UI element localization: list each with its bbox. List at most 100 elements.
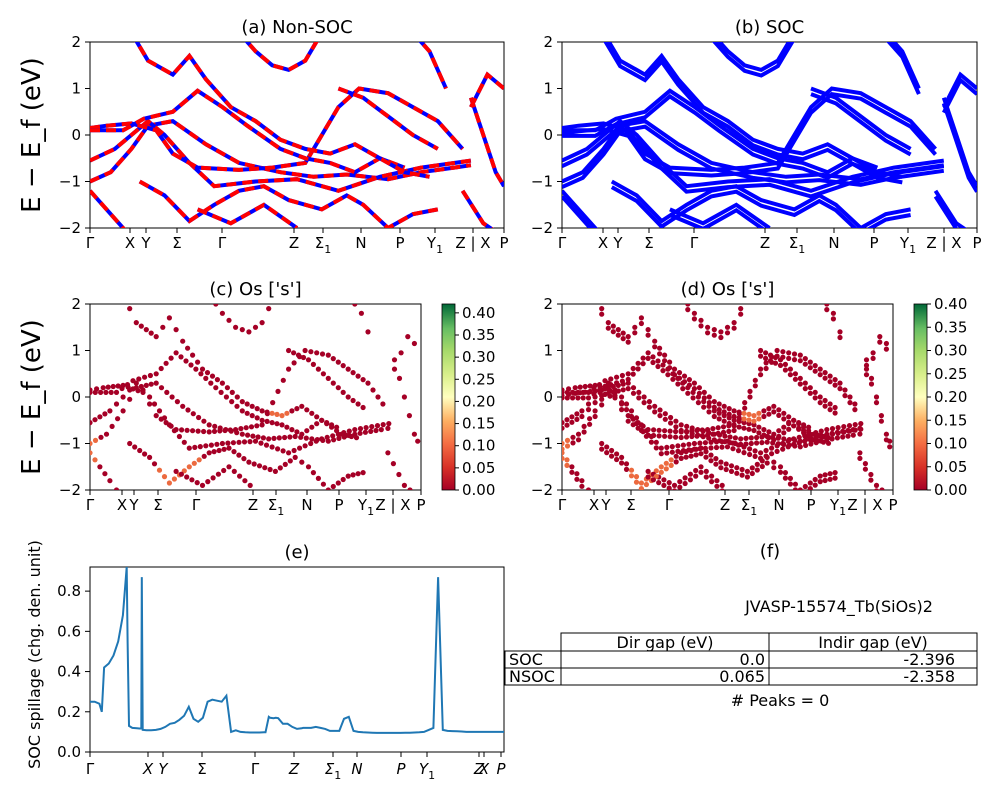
scatter-point — [749, 465, 755, 471]
scatter-point — [811, 431, 817, 437]
scatter-point — [676, 375, 683, 381]
scatter-point — [398, 350, 404, 356]
scatter-point — [231, 468, 237, 474]
axes-frame — [89, 41, 505, 229]
scatter-point — [628, 408, 635, 414]
scatter-point — [292, 433, 298, 440]
scatter-point — [761, 413, 767, 420]
scatter-point — [827, 407, 833, 413]
scatter-point — [599, 402, 605, 408]
scatter-point — [685, 390, 691, 396]
scatter-point — [564, 417, 570, 423]
scatter-point — [630, 390, 637, 396]
scatter-point — [277, 465, 283, 471]
scatter-point — [238, 426, 244, 432]
scatter-point — [781, 410, 787, 416]
scatter-point — [619, 372, 626, 379]
scatter-point — [587, 416, 593, 422]
scatter-point — [822, 397, 828, 404]
scatter-point — [822, 472, 828, 478]
scatter-point — [286, 450, 292, 456]
scatter-point — [325, 487, 331, 490]
scatter-point — [787, 475, 794, 481]
scatter-point — [782, 475, 789, 481]
scatter-point — [135, 388, 141, 394]
scatter-point — [776, 412, 782, 418]
scatter-point — [219, 440, 225, 447]
scatter-point — [343, 432, 350, 438]
scatter-point — [411, 340, 417, 347]
cell-dir-gap: 0.0 — [740, 650, 765, 669]
scatter-point — [868, 477, 874, 483]
scatter-point — [324, 421, 330, 427]
scatter-point — [766, 434, 772, 441]
scatter-point — [90, 450, 93, 456]
scatter-point — [151, 401, 158, 407]
scatter-point — [625, 380, 631, 386]
band-line-soc — [891, 42, 921, 90]
scatter-point — [173, 468, 179, 474]
scatter-point — [630, 422, 636, 428]
band-line-soc-split — [942, 76, 977, 114]
scatter-point — [661, 482, 667, 488]
scatter-point — [633, 479, 640, 485]
scatter-point — [840, 434, 846, 440]
scatter-point — [673, 434, 679, 440]
scatter-point — [827, 471, 833, 477]
scatter-point — [701, 395, 707, 401]
scatter-point — [774, 448, 780, 454]
scatter-point — [682, 475, 688, 481]
x-tick-label: Σ — [197, 760, 206, 778]
x-tick-label: Y1 — [357, 496, 374, 518]
scatter-point — [614, 451, 620, 457]
panel-title: (b) SOC — [735, 17, 804, 38]
scatter-point — [877, 334, 883, 340]
x-tick-subscript: 1 — [367, 505, 374, 518]
scatter-point — [782, 361, 789, 367]
x-tick-subscript: 1 — [909, 243, 916, 256]
scatter-point — [687, 471, 694, 477]
x-tick-label: X — [598, 234, 608, 252]
scatter-point — [355, 373, 361, 379]
scatter-point — [615, 327, 621, 333]
scatter-point — [726, 420, 732, 427]
scatter-point — [656, 480, 662, 486]
scatter-point — [237, 473, 243, 479]
scatter-point — [763, 453, 769, 459]
scatter-point — [262, 465, 268, 471]
scatter-point — [570, 434, 576, 440]
x-tick-label: Y — [128, 496, 139, 514]
scatter-point — [574, 411, 580, 417]
scatter-point — [309, 436, 315, 442]
scatter-point — [564, 395, 570, 401]
scatter-point — [186, 464, 192, 470]
scatter-point — [747, 451, 753, 458]
scatter-point — [147, 394, 153, 400]
scatter-point — [299, 431, 305, 437]
scatter-point — [164, 389, 170, 395]
scatter-point — [401, 394, 407, 400]
scatter-point — [254, 406, 260, 412]
scatter-point — [808, 441, 814, 447]
scatter-point — [115, 416, 121, 422]
scatter-point — [666, 485, 672, 490]
scatter-point — [645, 327, 651, 333]
scatter-point — [693, 467, 699, 474]
scatter-point — [221, 446, 227, 452]
y-tick-label: 0 — [71, 388, 81, 406]
scatter-point — [847, 394, 853, 400]
y-tick-label: 0 — [543, 126, 553, 144]
scatter-point — [280, 377, 286, 383]
scatter-point — [319, 351, 326, 357]
band-line-soc-split — [933, 195, 959, 228]
scatter-point — [608, 376, 614, 382]
scatter-point — [686, 441, 692, 447]
scatter-point — [731, 325, 737, 331]
scatter-point — [176, 433, 182, 440]
scatter-point — [640, 355, 646, 361]
scatter-point — [791, 357, 798, 363]
scatter-point — [862, 466, 869, 472]
scatter-point — [243, 425, 249, 431]
scatter-point — [815, 438, 822, 444]
scatter-point — [229, 389, 235, 395]
